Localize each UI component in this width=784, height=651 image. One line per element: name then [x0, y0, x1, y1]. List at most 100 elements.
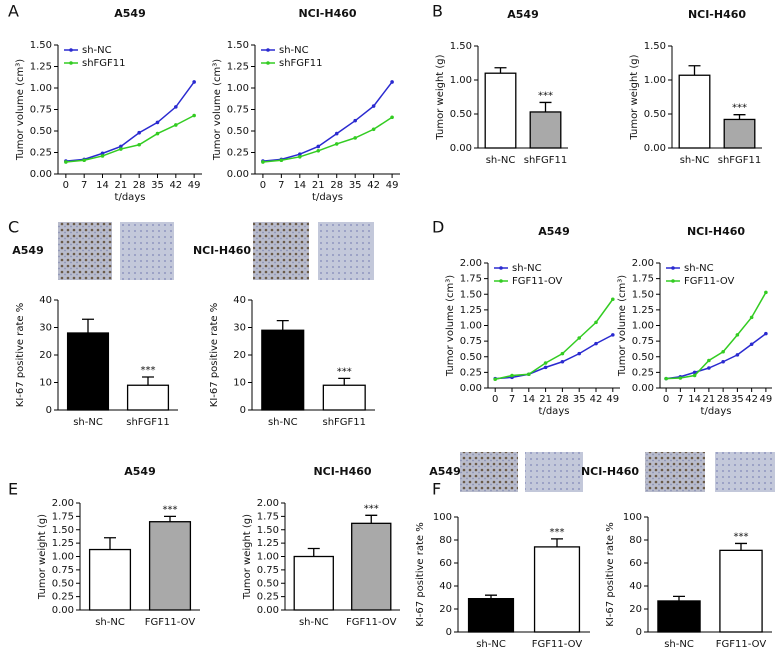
- significance: ***: [734, 531, 749, 542]
- y-tick-label: 1.50: [52, 525, 74, 536]
- y-tick-label: 20: [233, 350, 246, 361]
- x-tick-label: 28: [133, 180, 146, 191]
- significance: ***: [550, 527, 565, 538]
- y-tick-label: 0.25: [30, 148, 52, 159]
- ihc-image: [715, 452, 775, 492]
- series-line: [666, 292, 767, 380]
- bar: [657, 600, 701, 633]
- point: [707, 358, 711, 363]
- point: [174, 123, 178, 127]
- x-tick-label: 28: [717, 394, 730, 405]
- x-tick-label: sh-NC: [268, 417, 298, 428]
- legend-marker: [69, 61, 73, 65]
- point: [764, 331, 768, 336]
- y-tick-label: 0.50: [227, 126, 249, 137]
- y-tick-label: 1.50: [257, 525, 279, 536]
- legend-marker: [671, 266, 675, 270]
- x-tick-label: shFGF11: [126, 417, 170, 428]
- x-tick-label: 42: [367, 180, 380, 191]
- point: [560, 351, 565, 356]
- point: [493, 377, 498, 382]
- significance: ***: [141, 365, 156, 376]
- error-bar: [733, 114, 746, 120]
- bar: [351, 522, 392, 611]
- y-tick-label: 2.00: [460, 258, 482, 269]
- error-bar: [735, 542, 747, 551]
- point: [371, 104, 376, 108]
- chart-title: NCI-H460: [313, 465, 371, 478]
- bar: [719, 549, 763, 633]
- error-bar: [485, 594, 497, 599]
- x-tick-label: 49: [606, 394, 619, 405]
- y-tick-label: 20: [629, 604, 642, 615]
- significance: ***: [364, 503, 379, 514]
- point: [749, 342, 754, 347]
- point: [577, 336, 581, 340]
- y-tick-label: 0.50: [632, 352, 654, 363]
- y-axis-label: KI-67 positive rate %: [209, 303, 220, 407]
- x-tick-label: 21: [114, 180, 127, 191]
- y-tick-label: 0.75: [257, 565, 279, 576]
- bar: [533, 546, 581, 633]
- x-tick-label: 42: [169, 180, 182, 191]
- y-tick-label: 0.50: [30, 126, 52, 137]
- point: [192, 80, 196, 84]
- point: [390, 115, 394, 120]
- point: [316, 144, 321, 149]
- y-tick-label: 0.25: [632, 367, 654, 378]
- y-axis-label: Tumor volume (cm³): [212, 59, 223, 161]
- y-axis-label: Tumor volume (cm³): [15, 59, 26, 161]
- y-axis-label: Tumor volume (cm³): [445, 275, 456, 377]
- y-tick-label: 1.50: [227, 40, 249, 51]
- point: [749, 315, 754, 320]
- y-tick-label: 0: [446, 627, 452, 638]
- y-tick-label: 40: [439, 581, 452, 592]
- bar: [467, 598, 515, 633]
- y-tick-label: 0.75: [30, 105, 52, 116]
- point: [298, 155, 302, 159]
- error-bar: [494, 67, 507, 74]
- panel-label: B: [432, 2, 443, 21]
- chart-title: NCI-H460: [688, 8, 746, 21]
- y-tick-label: 0: [240, 405, 246, 416]
- y-tick-label: 1.00: [227, 83, 249, 94]
- point: [560, 359, 565, 364]
- point: [119, 147, 123, 151]
- x-tick-label: shFGF11: [524, 155, 568, 166]
- y-tick-label: 20: [439, 604, 452, 615]
- point: [100, 151, 105, 156]
- error-bar: [276, 319, 289, 331]
- significance: ***: [163, 504, 178, 515]
- legend-label: shFGF11: [279, 58, 323, 69]
- x-tick-label: FGF11-OV: [346, 617, 397, 628]
- x-axis-label: t/days: [701, 406, 732, 417]
- bar: [529, 111, 562, 149]
- image-label: NCI-H460: [581, 465, 639, 478]
- y-tick-label: 1.75: [52, 511, 74, 522]
- series-line: [495, 298, 614, 380]
- panel-label: D: [432, 218, 444, 237]
- y-tick-label: 0.75: [52, 565, 74, 576]
- chart-title: NCI-H460: [298, 7, 356, 20]
- series-line: [262, 116, 393, 163]
- point: [510, 373, 514, 378]
- point: [721, 359, 725, 364]
- error-bar: [551, 538, 563, 547]
- panel-label: E: [8, 480, 18, 499]
- chart-title: A549: [124, 465, 155, 478]
- image-label: A549: [429, 465, 460, 478]
- x-axis-label: t/days: [539, 406, 570, 417]
- y-tick-label: 0.00: [227, 169, 249, 180]
- y-tick-label: 1.25: [632, 305, 654, 316]
- ihc-image: [318, 222, 374, 280]
- x-axis-label: t/days: [115, 192, 146, 203]
- point: [298, 152, 302, 157]
- x-tick-label: 42: [745, 394, 758, 405]
- y-tick-label: 0.00: [460, 383, 482, 394]
- y-tick-label: 1.25: [460, 305, 482, 316]
- panel-label: F: [432, 480, 441, 499]
- x-tick-label: 35: [731, 394, 744, 405]
- y-tick-label: 2.00: [52, 498, 74, 509]
- x-tick-label: 14: [293, 180, 306, 191]
- y-tick-label: 0.00: [644, 143, 666, 154]
